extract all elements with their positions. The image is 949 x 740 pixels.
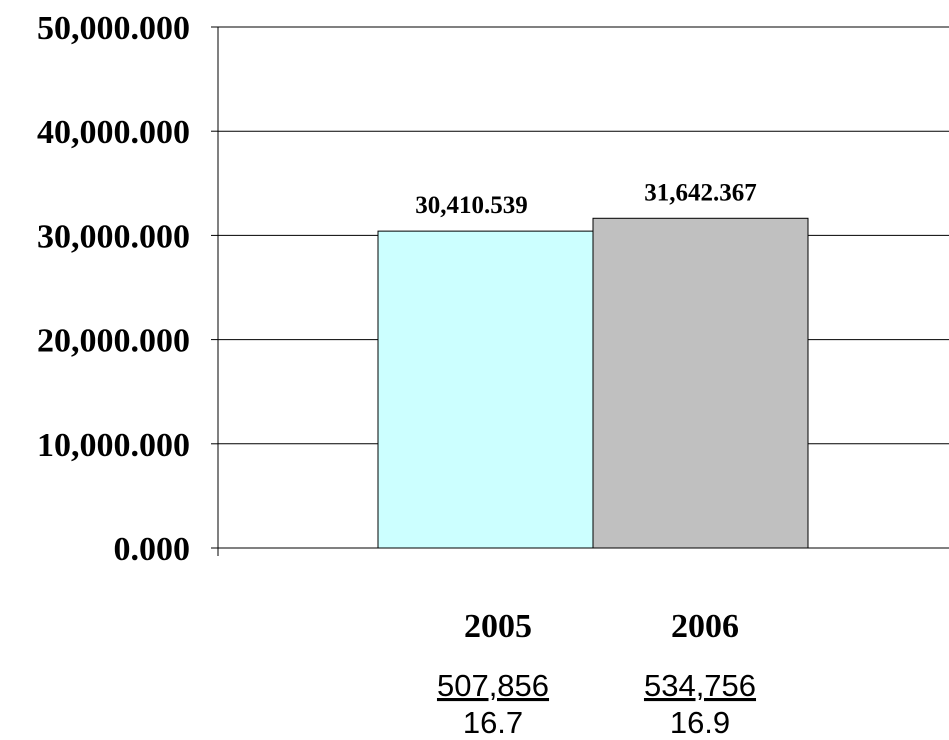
sub-value-secondary: 16.9 [670, 705, 730, 740]
y-tick-label: 40,000.000 [37, 114, 190, 151]
x-category-label: 2005 [464, 608, 532, 645]
y-tick-label: 10,000.000 [37, 427, 190, 464]
bar [592, 217, 809, 549]
data-label: 30,410.539 [415, 192, 528, 219]
y-tick-label: 50,000.000 [37, 10, 190, 47]
bar [377, 230, 594, 549]
sub-value: 534,756 [644, 668, 756, 703]
sub-value: 507,856 [437, 668, 549, 703]
bars [377, 217, 809, 549]
y-tick-label: 30,000.000 [37, 218, 190, 255]
y-axis: 0.000 10,000.000 20,000.000 30,000.000 40,00… [37, 10, 219, 568]
y-tick-label: 0.000 [114, 531, 191, 568]
data-labels: 30,410.539 31,642.367 [415, 179, 757, 219]
x-category-label: 2006 [671, 608, 739, 645]
sub-value-secondary: 16.7 [463, 705, 523, 740]
y-tick-label: 20,000.000 [37, 323, 190, 360]
x-axis-categories: 2005 2006 [464, 608, 739, 645]
data-label: 31,642.367 [644, 179, 757, 206]
